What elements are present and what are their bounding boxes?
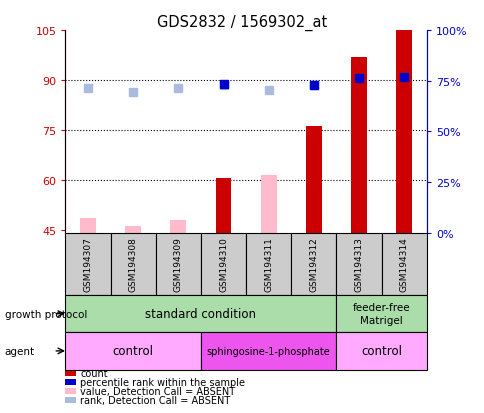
Bar [215, 178, 231, 233]
Text: percentile rank within the sample: percentile rank within the sample [80, 377, 244, 387]
Bar [65, 233, 110, 295]
Bar [110, 233, 155, 295]
Bar [65, 397, 76, 403]
Bar [381, 233, 426, 295]
Bar [260, 175, 276, 233]
Bar [336, 332, 426, 370]
Bar [336, 295, 426, 332]
Bar [65, 332, 200, 370]
Text: GDS2832 / 1569302_at: GDS2832 / 1569302_at [157, 14, 327, 31]
Text: value, Detection Call = ABSENT: value, Detection Call = ABSENT [80, 386, 235, 396]
Text: feeder-free
Matrigel: feeder-free Matrigel [352, 303, 409, 325]
Bar [65, 295, 336, 332]
Bar [200, 233, 245, 295]
Text: GSM194310: GSM194310 [219, 237, 227, 292]
Text: GSM194314: GSM194314 [399, 237, 408, 292]
Bar [65, 379, 76, 385]
Text: GSM194309: GSM194309 [174, 237, 182, 292]
Text: agent: agent [5, 346, 35, 356]
Text: sphingosine-1-phosphate: sphingosine-1-phosphate [206, 346, 330, 356]
Text: GSM194311: GSM194311 [264, 237, 272, 292]
Text: growth protocol: growth protocol [5, 309, 87, 319]
Text: control: control [361, 344, 401, 358]
Bar [80, 218, 96, 233]
Text: GSM194313: GSM194313 [354, 237, 363, 292]
Bar [291, 233, 336, 295]
Bar [305, 127, 321, 233]
Bar [65, 370, 76, 376]
Bar [336, 233, 381, 295]
Bar [65, 388, 76, 394]
Text: control: control [112, 344, 153, 358]
Bar [170, 220, 186, 233]
Text: standard condition: standard condition [145, 307, 256, 320]
Text: GSM194312: GSM194312 [309, 237, 318, 292]
Bar [155, 233, 200, 295]
Bar [200, 332, 336, 370]
Text: GSM194307: GSM194307 [83, 237, 92, 292]
Text: rank, Detection Call = ABSENT: rank, Detection Call = ABSENT [80, 395, 230, 405]
Bar [125, 227, 141, 233]
Bar [395, 31, 411, 233]
Bar [245, 233, 291, 295]
Bar [350, 57, 366, 233]
Text: count: count [80, 368, 107, 378]
Text: GSM194308: GSM194308 [128, 237, 137, 292]
